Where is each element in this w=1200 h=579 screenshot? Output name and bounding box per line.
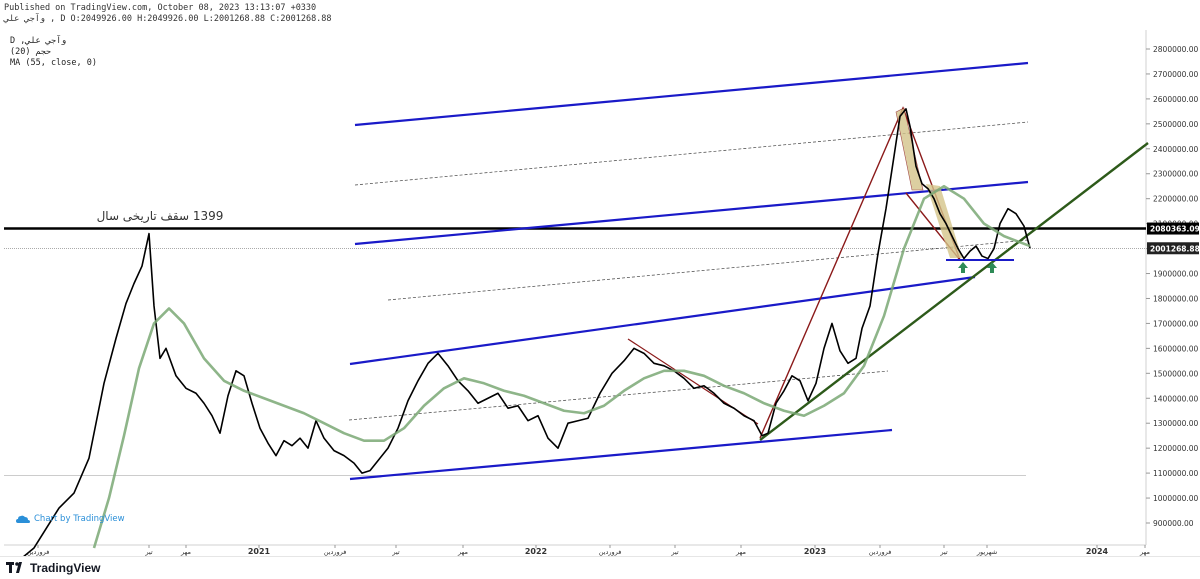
y-tick-label: 900000.00 <box>1153 519 1194 528</box>
x-tick-label: مهر <box>1139 548 1150 556</box>
price-label-text: 2080363.09 <box>1150 225 1200 234</box>
x-tick-label: 2024 <box>1086 547 1109 556</box>
price-label-box <box>1147 242 1199 255</box>
price-label-box <box>1147 222 1199 235</box>
ma-series-line <box>92 184 1031 549</box>
chart-legend: D ,وآجي علي (20) حجم MA (55, close, 0) <box>10 36 97 69</box>
channel-midline <box>354 121 1029 186</box>
watermark-text: Chart by TradingView <box>34 514 125 524</box>
annotation-label: 1399 سقف تاریخی سال <box>97 209 224 224</box>
y-tick-label: 1600000.00 <box>1153 344 1199 353</box>
pattern-triangle <box>759 106 961 439</box>
price-chart[interactable]: 2800000.00 2700000.00 2600000.00 2500000.00… <box>0 0 1200 556</box>
y-tick-label: 1900000.00 <box>1153 270 1199 279</box>
ohlc-text: وآجي علي , D O:2049926.00 H:2049926.00 L… <box>4 14 332 24</box>
y-tick-label: 1200000.00 <box>1153 444 1199 453</box>
x-tick-label: شهریور <box>976 548 997 556</box>
legend-ma: MA (55, close, 0) <box>10 58 97 68</box>
publish-info: Published on TradingView.com, October 08… <box>4 3 332 25</box>
price-series-line <box>23 108 1031 556</box>
y-tick-label: 2500000.00 <box>1153 120 1199 129</box>
y-tick-label: 1400000.00 <box>1153 394 1199 403</box>
x-tick-label: 2021 <box>248 547 271 556</box>
x-tick-label: فروردین <box>324 548 347 556</box>
channel-line <box>354 180 1029 246</box>
y-tick-label: 2600000.00 <box>1153 95 1199 104</box>
x-tick-label: 2023 <box>804 547 826 556</box>
y-tick-label: 2200000.00 <box>1153 195 1199 204</box>
x-tick-label: فروردین <box>27 548 50 556</box>
x-tick-label: تیر <box>144 548 153 556</box>
x-tick-label: مهر <box>457 548 468 556</box>
channel-midline <box>387 239 1029 301</box>
published-text: Published on TradingView.com, October 08… <box>4 3 317 13</box>
x-tick-label: مهر <box>180 548 191 556</box>
y-tick-label: 1000000.00 <box>1153 494 1199 503</box>
x-tick-label: 2022 <box>525 547 547 556</box>
x-tick-label: تیر <box>391 548 400 556</box>
y-tick-label: 2800000.00 <box>1153 45 1199 54</box>
chart-watermark[interactable]: Chart by TradingView <box>16 514 125 524</box>
channel-line <box>354 61 1029 127</box>
y-tick-label: 1800000.00 <box>1153 294 1199 303</box>
trendline <box>759 142 1149 441</box>
tradingview-cloud-icon <box>16 515 30 523</box>
x-tick-label: تیر <box>939 548 948 556</box>
highlight-fill <box>895 107 924 191</box>
channel-line <box>349 428 893 481</box>
x-tick-label: فروردین <box>869 548 892 556</box>
x-tick-label: تیر <box>670 548 679 556</box>
channel-line <box>349 275 976 366</box>
y-tick-label: 1100000.00 <box>1153 469 1199 478</box>
legend-volume: (20) حجم <box>10 47 51 57</box>
price-label-text: 2001268.88 <box>1150 244 1200 253</box>
up-arrow-icon <box>958 262 968 273</box>
x-tick-label: فروردین <box>599 548 622 556</box>
tradingview-logo[interactable]: TradingView <box>6 561 100 575</box>
y-tick-label: 1300000.00 <box>1153 419 1199 428</box>
y-tick-label: 1700000.00 <box>1153 319 1199 328</box>
y-tick-label: 2300000.00 <box>1153 170 1199 179</box>
y-tick-label: 2400000.00 <box>1153 145 1199 154</box>
footer-bar: TradingView <box>0 556 1200 579</box>
tv-logo-icon <box>6 562 22 573</box>
legend-symbol: D ,وآجي علي <box>10 36 67 46</box>
footer-brand: TradingView <box>30 561 101 575</box>
up-arrow-icon <box>987 262 997 273</box>
y-tick-label: 1500000.00 <box>1153 369 1199 378</box>
y-tick-label: 2700000.00 <box>1153 70 1199 79</box>
x-tick-label: مهر <box>735 548 746 556</box>
